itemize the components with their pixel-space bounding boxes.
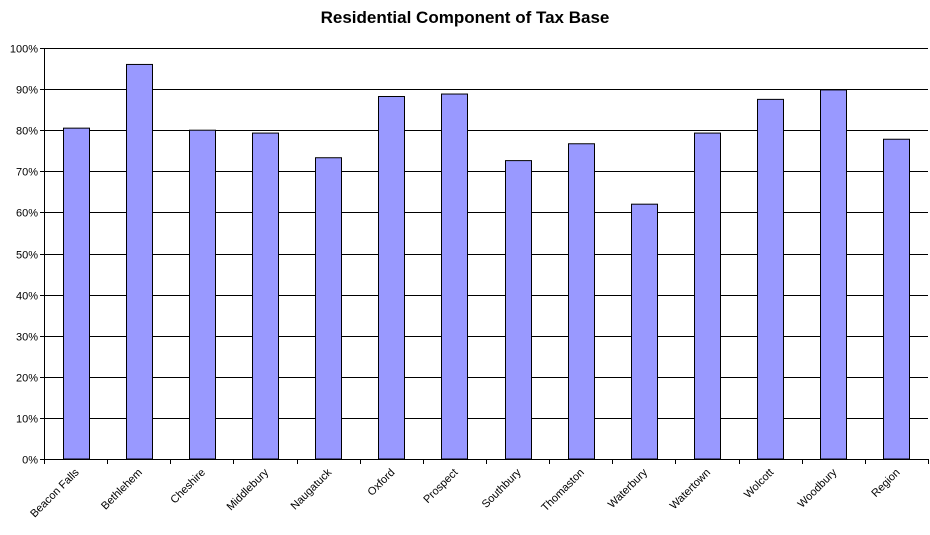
x-category-label: Woodbury [796,466,840,510]
x-category-label: Middlebury [225,466,272,513]
bar [315,157,342,460]
y-tick-label: 40% [16,291,38,303]
bar [252,132,279,460]
bar [568,143,595,460]
bar [126,63,153,460]
x-category-label: Oxford [366,467,398,499]
bar [694,132,721,460]
gridlines [44,48,928,419]
x-category-label: Thomaston [539,467,586,514]
bar [189,129,216,460]
bar [505,160,532,460]
axes [40,48,929,464]
x-category-label: Prospect [421,467,460,506]
bar [631,203,658,460]
chart-title: Residential Component of Tax Base [320,8,610,27]
x-category-label: Naugatuck [289,466,335,512]
x-category-label: Beacon Falls [28,466,82,520]
y-tick-label: 0% [22,455,38,467]
y-tick-label: 10% [16,414,38,426]
y-tick-label: 30% [16,332,38,344]
x-category-label: Waterbury [606,466,650,510]
bar [757,98,784,460]
y-tick-label: 80% [16,126,38,138]
y-tick-label: 70% [16,167,38,179]
x-category-label: Cheshire [168,467,208,507]
x-category-label: Bethlehem [99,467,145,513]
bar [820,89,847,460]
bar [441,93,468,460]
x-category-label: Region [869,467,902,500]
bar [378,95,405,460]
bar [63,127,90,460]
y-tick-label: 90% [16,85,38,97]
y-tick-label: 20% [16,373,38,385]
y-tick-label: 50% [16,250,38,262]
x-category-label: Watertown [668,467,713,512]
x-category-label: Southbury [480,466,524,510]
x-category-label: Wolcott [742,467,776,501]
bar [883,138,910,460]
y-tick-label: 60% [16,208,38,220]
bars [63,63,910,460]
y-tick-label: 100% [10,44,38,56]
